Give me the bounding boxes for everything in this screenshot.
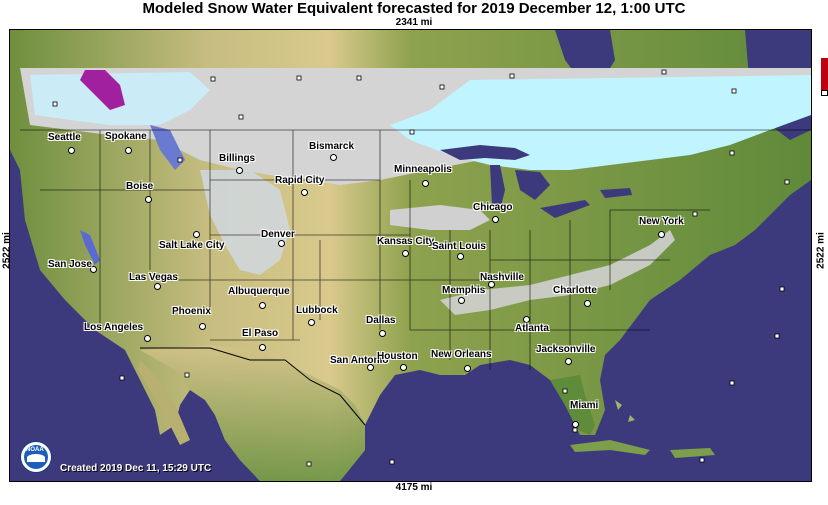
snow-cyan-east xyxy=(390,75,811,170)
city-marker[interactable] xyxy=(464,365,471,372)
snow-rockies-grey xyxy=(200,170,290,275)
lake-huron xyxy=(515,170,550,200)
noaa-logo-bird-icon xyxy=(27,454,45,462)
city-marker[interactable] xyxy=(492,216,499,223)
city-label-memphis[interactable]: Memphis xyxy=(442,285,486,296)
city-marker[interactable] xyxy=(584,300,591,307)
city-marker[interactable] xyxy=(422,180,429,187)
city-marker[interactable] xyxy=(278,240,285,247)
snow-blue-rockies xyxy=(150,125,185,170)
city-marker[interactable] xyxy=(658,231,665,238)
lake-superior xyxy=(440,145,530,160)
city-label-atlanta[interactable]: Atlanta xyxy=(515,323,549,334)
city-label-albuquerque[interactable]: Albuquerque xyxy=(228,286,290,297)
city-marker[interactable] xyxy=(379,330,386,337)
city-label-chicago[interactable]: Chicago xyxy=(473,202,513,213)
bahamas xyxy=(615,400,635,422)
city-label-san-antonio[interactable]: San Antonio xyxy=(330,355,389,366)
city-marker[interactable] xyxy=(68,147,75,154)
city-label-el-paso[interactable]: El Paso xyxy=(242,328,279,339)
city-label-nashville[interactable]: Nashville xyxy=(480,272,524,283)
city-label-rapid-city[interactable]: Rapid City xyxy=(275,175,325,186)
legend-color-swatch xyxy=(821,58,828,90)
country-borders xyxy=(140,347,366,426)
snow-sierra xyxy=(80,230,100,265)
city-marker[interactable] xyxy=(488,281,495,288)
created-timestamp: Created 2019 Dec 11, 15:29 UTC xyxy=(60,463,212,474)
city-marker[interactable] xyxy=(572,421,579,428)
city-marker[interactable] xyxy=(236,167,243,174)
lake-erie xyxy=(540,200,590,218)
hispaniola xyxy=(670,448,715,458)
snow-midwest-band xyxy=(390,205,490,230)
state-boundaries xyxy=(20,129,811,370)
city-label-jacksonville[interactable]: Jacksonville xyxy=(536,344,596,355)
city-marker[interactable] xyxy=(402,250,409,257)
station-markers xyxy=(52,69,790,467)
city-marker[interactable] xyxy=(145,196,152,203)
city-marker[interactable] xyxy=(330,154,337,161)
top-distance-label: 2341 mi xyxy=(395,17,433,28)
snow-southeast-band xyxy=(440,230,675,315)
city-label-seattle[interactable]: Seattle xyxy=(48,132,81,143)
city-label-phoenix[interactable]: Phoenix xyxy=(172,306,211,317)
city-marker[interactable] xyxy=(90,266,97,273)
city-label-denver[interactable]: Denver xyxy=(261,229,295,240)
noaa-logo-text: NOAA xyxy=(26,447,44,453)
noaa-logo[interactable]: NOAA xyxy=(20,441,52,473)
city-label-san-jose[interactable]: San Jose xyxy=(48,259,92,270)
city-label-minneapolis[interactable]: Minneapolis xyxy=(394,164,452,175)
city-marker[interactable] xyxy=(144,335,151,342)
city-label-kansas-city[interactable]: Kansas City xyxy=(377,236,435,247)
city-marker[interactable] xyxy=(458,297,465,304)
city-label-saint-louis[interactable]: Saint Louis xyxy=(432,241,486,252)
city-label-dallas[interactable]: Dallas xyxy=(366,315,396,326)
lake-michigan xyxy=(490,165,505,210)
bottom-distance-label: 4175 mi xyxy=(395,482,433,493)
city-label-new-york[interactable]: New York xyxy=(639,216,684,227)
cuba xyxy=(570,440,650,455)
city-marker[interactable] xyxy=(565,358,572,365)
florida-peninsula xyxy=(550,375,595,435)
city-label-los-angeles[interactable]: Los Angeles xyxy=(84,322,144,333)
lake-ontario xyxy=(600,188,632,198)
city-marker[interactable] xyxy=(154,283,161,290)
city-label-boise[interactable]: Boise xyxy=(126,181,154,192)
city-label-charlotte[interactable]: Charlotte xyxy=(553,285,597,296)
snow-purple-rockies xyxy=(80,70,125,110)
legend-swatch-white xyxy=(821,90,828,96)
map-title: Modeled Snow Water Equivalent forecasted… xyxy=(142,0,686,17)
city-marker[interactable] xyxy=(259,302,266,309)
city-label-salt-lake-city[interactable]: Salt Lake City xyxy=(159,240,225,251)
city-label-miami[interactable]: Miami xyxy=(570,400,599,411)
city-marker[interactable] xyxy=(193,231,200,238)
city-marker[interactable] xyxy=(308,319,315,326)
city-marker[interactable] xyxy=(259,344,266,351)
city-label-houston[interactable]: Houston xyxy=(377,351,418,362)
city-marker[interactable] xyxy=(367,364,374,371)
baja-peninsula xyxy=(138,360,190,445)
city-marker[interactable] xyxy=(400,364,407,371)
city-marker[interactable] xyxy=(301,189,308,196)
city-label-spokane[interactable]: Spokane xyxy=(105,131,147,142)
snow-map[interactable]: Seattle Spokane Billings Bismarck Minnea… xyxy=(9,29,812,482)
city-label-billings[interactable]: Billings xyxy=(219,153,256,164)
city-label-las-vegas[interactable]: Las Vegas xyxy=(129,272,178,283)
right-distance-label: 2522 mi xyxy=(815,232,827,269)
city-label-lubbock[interactable]: Lubbock xyxy=(296,305,338,316)
map-canvas xyxy=(10,30,811,481)
city-marker[interactable] xyxy=(523,316,530,323)
city-marker[interactable] xyxy=(457,253,464,260)
city-label-new-orleans[interactable]: New Orleans xyxy=(431,349,492,360)
city-marker[interactable] xyxy=(199,323,206,330)
city-label-bismarck[interactable]: Bismarck xyxy=(309,141,355,152)
city-marker[interactable] xyxy=(125,147,132,154)
